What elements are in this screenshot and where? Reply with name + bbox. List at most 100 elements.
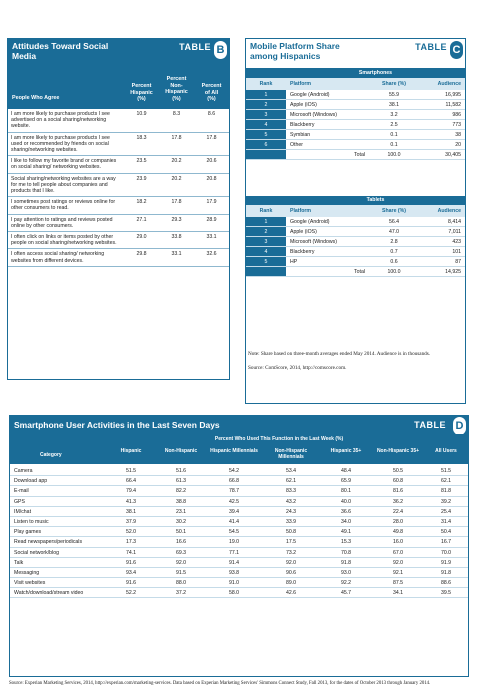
value-cell: 50.8 — [285, 529, 297, 536]
value-cell: 77.1 — [228, 549, 240, 556]
platform-cell: Symbian — [290, 132, 311, 138]
tablets-total-row: Total 100.0 14,925 — [246, 267, 465, 277]
value-nonhispanic: 8.3 — [172, 111, 181, 117]
value-cell: 65.9 — [340, 478, 352, 485]
value-cell: 37.9 — [125, 518, 137, 525]
tablets-col-headers: Rank Platform Share (%) Audience — [246, 205, 465, 217]
value-cell: 25.4 — [440, 508, 452, 515]
value-cell: 48.4 — [340, 468, 352, 474]
value-cell: 88.0 — [175, 580, 187, 587]
value-cell: 30.2 — [175, 518, 187, 525]
audience-cell: 20 — [455, 142, 461, 148]
rank-cell: 5 — [246, 257, 286, 266]
value-cell: 91.8 — [440, 569, 452, 576]
audience-cell: 986 — [452, 112, 461, 118]
table-d-smartphone-activities: Smartphone User Activities in the Last S… — [9, 415, 469, 677]
table-row: Social network/blog 74.1 69.3 77.1 73.2 70.8 6… — [10, 548, 468, 558]
audience-cell: 773 — [452, 122, 461, 128]
tab-total-share: 100.0 — [387, 269, 401, 275]
value-cell: 24.3 — [285, 508, 297, 515]
value-hispanic: 23.9 — [136, 175, 147, 182]
platform-cell: Apple (iOS) — [290, 102, 317, 108]
value-cell: 19.0 — [228, 539, 240, 546]
row-label: Social sharing/networking websites are a… — [11, 175, 116, 195]
audience-cell: 423 — [452, 239, 461, 245]
smartphones-col-headers: Rank Platform Share (%) Audience — [246, 78, 465, 90]
value-cell: 16.0 — [392, 539, 404, 546]
value-cell: 41.3 — [125, 498, 137, 505]
col-h2-line1: Percent — [166, 76, 187, 82]
audience-cell: 11,582 — [445, 102, 461, 108]
platform-cell: Blackberry — [290, 122, 315, 128]
value-hispanic: 23.5 — [136, 158, 147, 165]
category-cell: Messaging — [14, 569, 40, 576]
value-nonhispanic: 20.2 — [171, 158, 182, 165]
audience-cell: 87 — [455, 259, 461, 265]
col-header: Non-Hispanic — [164, 448, 198, 454]
table-d-title: Smartphone User Activities in the Last S… — [14, 420, 220, 430]
platform-cell: Microsoft (Windows) — [290, 239, 337, 245]
table-row: 5 Symbian 0.1 38 — [246, 130, 465, 140]
share-cell: 38.1 — [388, 102, 400, 108]
value-cell: 54.2 — [228, 468, 240, 474]
col-h1-line2: Hispanic — [130, 89, 153, 96]
table-row: I like to follow my favorite brand or co… — [8, 156, 229, 174]
tablets-table: Tablets Rank Platform Share (%) Audience… — [246, 196, 465, 277]
table-c-header: Mobile Platform Share among Hispanics TA… — [246, 39, 465, 69]
table-row: E-mail 79.4 82.2 78.7 83.3 80.1 81.6 81.8 — [10, 486, 468, 497]
audience-cell: 7,011 — [448, 229, 461, 235]
value-cell: 45.7 — [340, 590, 352, 597]
value-cell: 50.4 — [440, 529, 452, 536]
row-label: I sometimes post ratings or reviews onli… — [11, 199, 116, 212]
value-cell: 81.6 — [392, 488, 404, 495]
rank-cell: 4 — [246, 247, 286, 256]
col-platform: Platform — [290, 208, 312, 214]
total-rank-cell — [246, 150, 286, 159]
share-cell: 47.0 — [388, 229, 400, 235]
value-cell: 39.5 — [440, 590, 452, 597]
table-row: I often access social sharing/ networkin… — [8, 249, 229, 267]
table-b-letter: B — [214, 41, 227, 59]
value-cell: 87.5 — [392, 580, 404, 587]
row-label: I am more likely to purchase products I … — [11, 134, 110, 154]
value-hispanic: 10.9 — [136, 111, 147, 117]
value-cell: 91.6 — [125, 559, 137, 566]
rank-cell: 3 — [246, 110, 286, 119]
table-b-rows: I am more likely to purchase products I … — [8, 109, 229, 267]
share-cell: 0.6 — [390, 259, 398, 265]
tablets-label: Tablets — [246, 196, 465, 205]
value-nonhispanic: 33.8 — [171, 234, 182, 241]
value-all: 20.8 — [206, 175, 217, 182]
value-cell: 82.2 — [175, 488, 187, 495]
value-cell: 83.3 — [285, 488, 297, 495]
audience-cell: 8,414 — [448, 219, 461, 225]
value-cell: 49.8 — [392, 529, 404, 536]
value-hispanic: 27.1 — [136, 216, 147, 223]
value-all: 8.6 — [207, 111, 216, 117]
smartphones-table: Smartphones Rank Platform Share (%) Audi… — [246, 69, 465, 160]
table-b-title-line2: Media — [12, 51, 37, 61]
value-cell: 54.5 — [228, 529, 240, 536]
share-cell: 3.2 — [390, 112, 398, 118]
value-cell: 91.4 — [228, 559, 240, 566]
value-cell: 53.4 — [285, 468, 297, 474]
platform-cell: Google (Android) — [290, 219, 330, 225]
value-cell: 66.8 — [228, 478, 240, 485]
audience-cell: 16,995 — [445, 92, 461, 98]
col-header: Category — [40, 452, 62, 458]
value-cell: 60.8 — [392, 478, 404, 485]
share-cell: 0.7 — [390, 249, 398, 255]
share-cell: 55.9 — [388, 92, 400, 98]
rank-cell: 1 — [246, 90, 286, 99]
value-cell: 50.5 — [392, 468, 404, 474]
table-c-source: Source: ComScore, 2014, http://comscore.… — [248, 365, 347, 371]
table-row: 4 Blackberry 0.7 101 — [246, 247, 465, 257]
value-cell: 92.0 — [175, 559, 187, 566]
value-all: 32.6 — [206, 251, 217, 258]
share-cell: 0.1 — [390, 142, 398, 148]
table-c-title-line1: Mobile Platform Share — [250, 41, 340, 51]
value-cell: 80.1 — [340, 488, 352, 495]
category-cell: Read newspapers/periodicals — [14, 539, 83, 546]
value-cell: 39.2 — [440, 498, 452, 505]
table-row: 3 Microsoft (Windows) 2.8 423 — [246, 237, 465, 247]
